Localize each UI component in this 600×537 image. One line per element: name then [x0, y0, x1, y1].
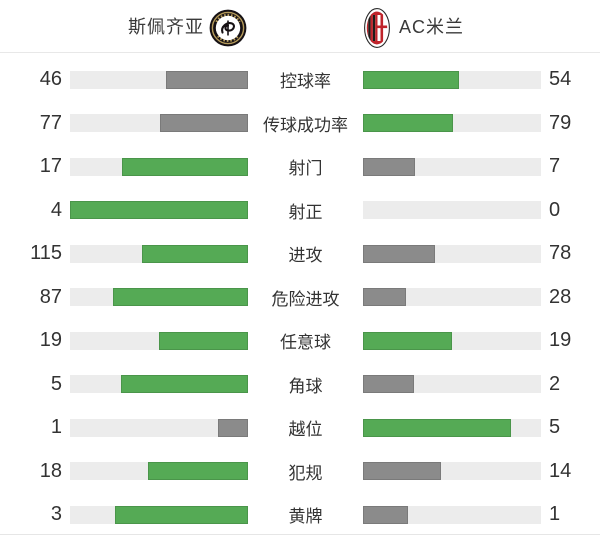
stat-row: 87 危险进攻 28 — [0, 276, 600, 320]
away-bar-fill — [363, 375, 414, 394]
home-value: 46 — [39, 68, 62, 91]
away-bar-track — [363, 70, 541, 89]
home-value: 1 — [50, 416, 62, 439]
away-value: 14 — [549, 459, 572, 482]
stat-label: 犯规 — [288, 463, 323, 483]
home-bar-fill — [113, 288, 248, 307]
home-bar-track — [70, 331, 248, 350]
away-bar-track — [363, 201, 541, 220]
home-team-header: 斯佩齐亚 — [0, 0, 300, 52]
home-bar-track — [70, 462, 248, 481]
home-bar-fill — [160, 114, 248, 133]
home-bar-fill — [166, 70, 248, 89]
away-team-header: AC米兰 — [300, 0, 600, 52]
away-bar-fill — [363, 505, 408, 524]
stat-label: 越位 — [288, 420, 323, 440]
home-value: 77 — [39, 111, 62, 134]
home-value: 17 — [39, 155, 62, 178]
away-value: 7 — [549, 155, 561, 178]
home-bar-fill — [218, 418, 248, 437]
stat-row: 17 射门 7 — [0, 145, 600, 189]
stat-label: 危险进攻 — [271, 289, 340, 309]
home-bar-track — [70, 201, 248, 220]
home-bar-fill — [147, 462, 248, 481]
stat-row: 115 进攻 78 — [0, 232, 600, 276]
away-value: 2 — [549, 372, 561, 395]
home-value: 5 — [50, 372, 62, 395]
home-value: 19 — [39, 329, 62, 352]
home-bar-track — [70, 70, 248, 89]
away-bar-fill — [363, 244, 435, 263]
home-value: 4 — [50, 198, 62, 221]
away-bar-track — [363, 375, 541, 394]
away-value: 5 — [549, 416, 561, 439]
home-bar-fill — [70, 201, 248, 220]
away-value: 1 — [549, 503, 561, 526]
away-bar-track — [363, 505, 541, 524]
away-bar-fill — [363, 418, 512, 437]
home-team-name: 斯佩齐亚 — [128, 17, 204, 37]
away-team-name: AC米兰 — [399, 17, 465, 37]
away-value: 54 — [549, 68, 572, 91]
away-bar-fill — [363, 70, 460, 89]
match-header: 斯佩齐亚 — [0, 0, 600, 53]
stat-label: 黄牌 — [288, 507, 323, 527]
away-bar-fill — [363, 331, 452, 350]
home-bar-track — [70, 114, 248, 133]
away-bar-track — [363, 418, 541, 437]
away-value: 0 — [549, 198, 561, 221]
home-bar-track — [70, 418, 248, 437]
home-bar-fill — [141, 244, 248, 263]
home-bar-fill — [121, 157, 248, 176]
away-value: 28 — [549, 285, 572, 308]
home-bar-fill — [120, 375, 248, 394]
home-bar-track — [70, 505, 248, 524]
stat-label: 角球 — [288, 376, 323, 396]
stat-label: 射门 — [288, 159, 323, 179]
home-value: 18 — [39, 459, 62, 482]
home-bar-fill — [159, 331, 248, 350]
stat-label: 控球率 — [280, 72, 331, 92]
away-value: 79 — [549, 111, 572, 134]
stat-label: 进攻 — [288, 246, 323, 266]
stat-row: 77 传球成功率 79 — [0, 102, 600, 146]
away-bar-fill — [363, 114, 454, 133]
stat-label: 任意球 — [280, 333, 331, 353]
away-bar-track — [363, 244, 541, 263]
away-bar-fill — [363, 462, 441, 481]
away-value: 19 — [549, 329, 572, 352]
away-value: 78 — [549, 242, 572, 265]
stat-row: 18 犯规 14 — [0, 450, 600, 494]
stat-label: 射正 — [288, 202, 323, 222]
bottom-divider — [0, 534, 600, 535]
away-bar-track — [363, 157, 541, 176]
stat-row: 3 黄牌 1 — [0, 493, 600, 537]
home-value: 3 — [50, 503, 62, 526]
home-bar-track — [70, 244, 248, 263]
stat-row: 1 越位 5 — [0, 406, 600, 450]
home-bar-track — [70, 288, 248, 307]
stat-row: 4 射正 0 — [0, 189, 600, 233]
stat-row: 19 任意球 19 — [0, 319, 600, 363]
away-bar-track — [363, 331, 541, 350]
home-value: 87 — [39, 285, 62, 308]
stat-row: 5 角球 2 — [0, 363, 600, 407]
stat-row: 46 控球率 54 — [0, 58, 600, 102]
stats-list: 46 控球率 54 77 传球成功率 79 17 射门 7 4 — [0, 53, 600, 537]
away-bar-fill — [363, 157, 415, 176]
away-bar-fill — [363, 288, 407, 307]
home-value: 115 — [30, 242, 62, 265]
away-bar-track — [363, 114, 541, 133]
home-bar-track — [70, 375, 248, 394]
spezia-crest-icon — [209, 9, 247, 47]
away-bar-track — [363, 462, 541, 481]
away-bar-track — [363, 288, 541, 307]
ac-milan-crest-icon — [364, 8, 390, 48]
home-bar-fill — [114, 505, 248, 524]
home-bar-track — [70, 157, 248, 176]
stat-label: 传球成功率 — [263, 115, 348, 135]
